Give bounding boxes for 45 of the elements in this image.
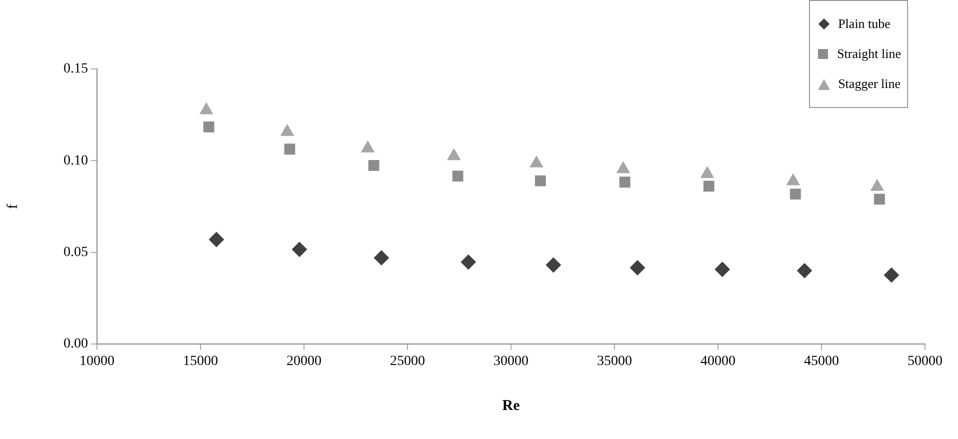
x-tick-label: 20000: [286, 354, 322, 370]
point: [534, 175, 546, 186]
point: [619, 176, 630, 188]
x-tick-label: 45000: [804, 354, 839, 370]
point: [703, 180, 714, 192]
y-tick-label: 0.15: [64, 62, 88, 77]
point: [447, 148, 460, 160]
point: [203, 121, 214, 132]
point: [714, 262, 730, 277]
point: [786, 174, 800, 186]
point: [374, 250, 389, 266]
x-tick-label: 30000: [494, 354, 528, 370]
y-axis-title: f: [4, 204, 21, 209]
point: [797, 263, 812, 278]
legend-label: Plain tube: [838, 16, 890, 32]
point: [616, 162, 630, 174]
point: [292, 242, 307, 257]
y-tick-label: 0.10: [64, 153, 88, 168]
point: [700, 166, 714, 178]
point: [630, 260, 645, 276]
x-tick-label: 15000: [183, 354, 218, 370]
x-axis-title: Re: [502, 398, 520, 414]
point: [546, 257, 561, 272]
y-tick-label: 0.05: [64, 245, 88, 260]
point: [284, 144, 296, 155]
x-tick-label: 10000: [80, 354, 114, 370]
x-tick-label: 25000: [390, 354, 425, 370]
point: [884, 268, 899, 283]
x-tick-label: 35000: [597, 354, 632, 370]
point: [452, 170, 464, 182]
point: [280, 124, 294, 136]
point: [530, 156, 544, 168]
point: [790, 188, 801, 200]
point: [200, 102, 213, 114]
point: [874, 194, 885, 205]
legend-label: Straight line: [837, 46, 901, 62]
point: [460, 254, 476, 270]
legend-label: Stagger line: [838, 76, 901, 92]
x-tick-label: 40000: [700, 354, 736, 370]
point: [870, 179, 884, 191]
x-tick-label: 50000: [908, 354, 942, 370]
point: [368, 160, 380, 171]
y-tick-label: 0.00: [64, 336, 88, 352]
point: [208, 232, 224, 247]
point: [361, 140, 374, 152]
